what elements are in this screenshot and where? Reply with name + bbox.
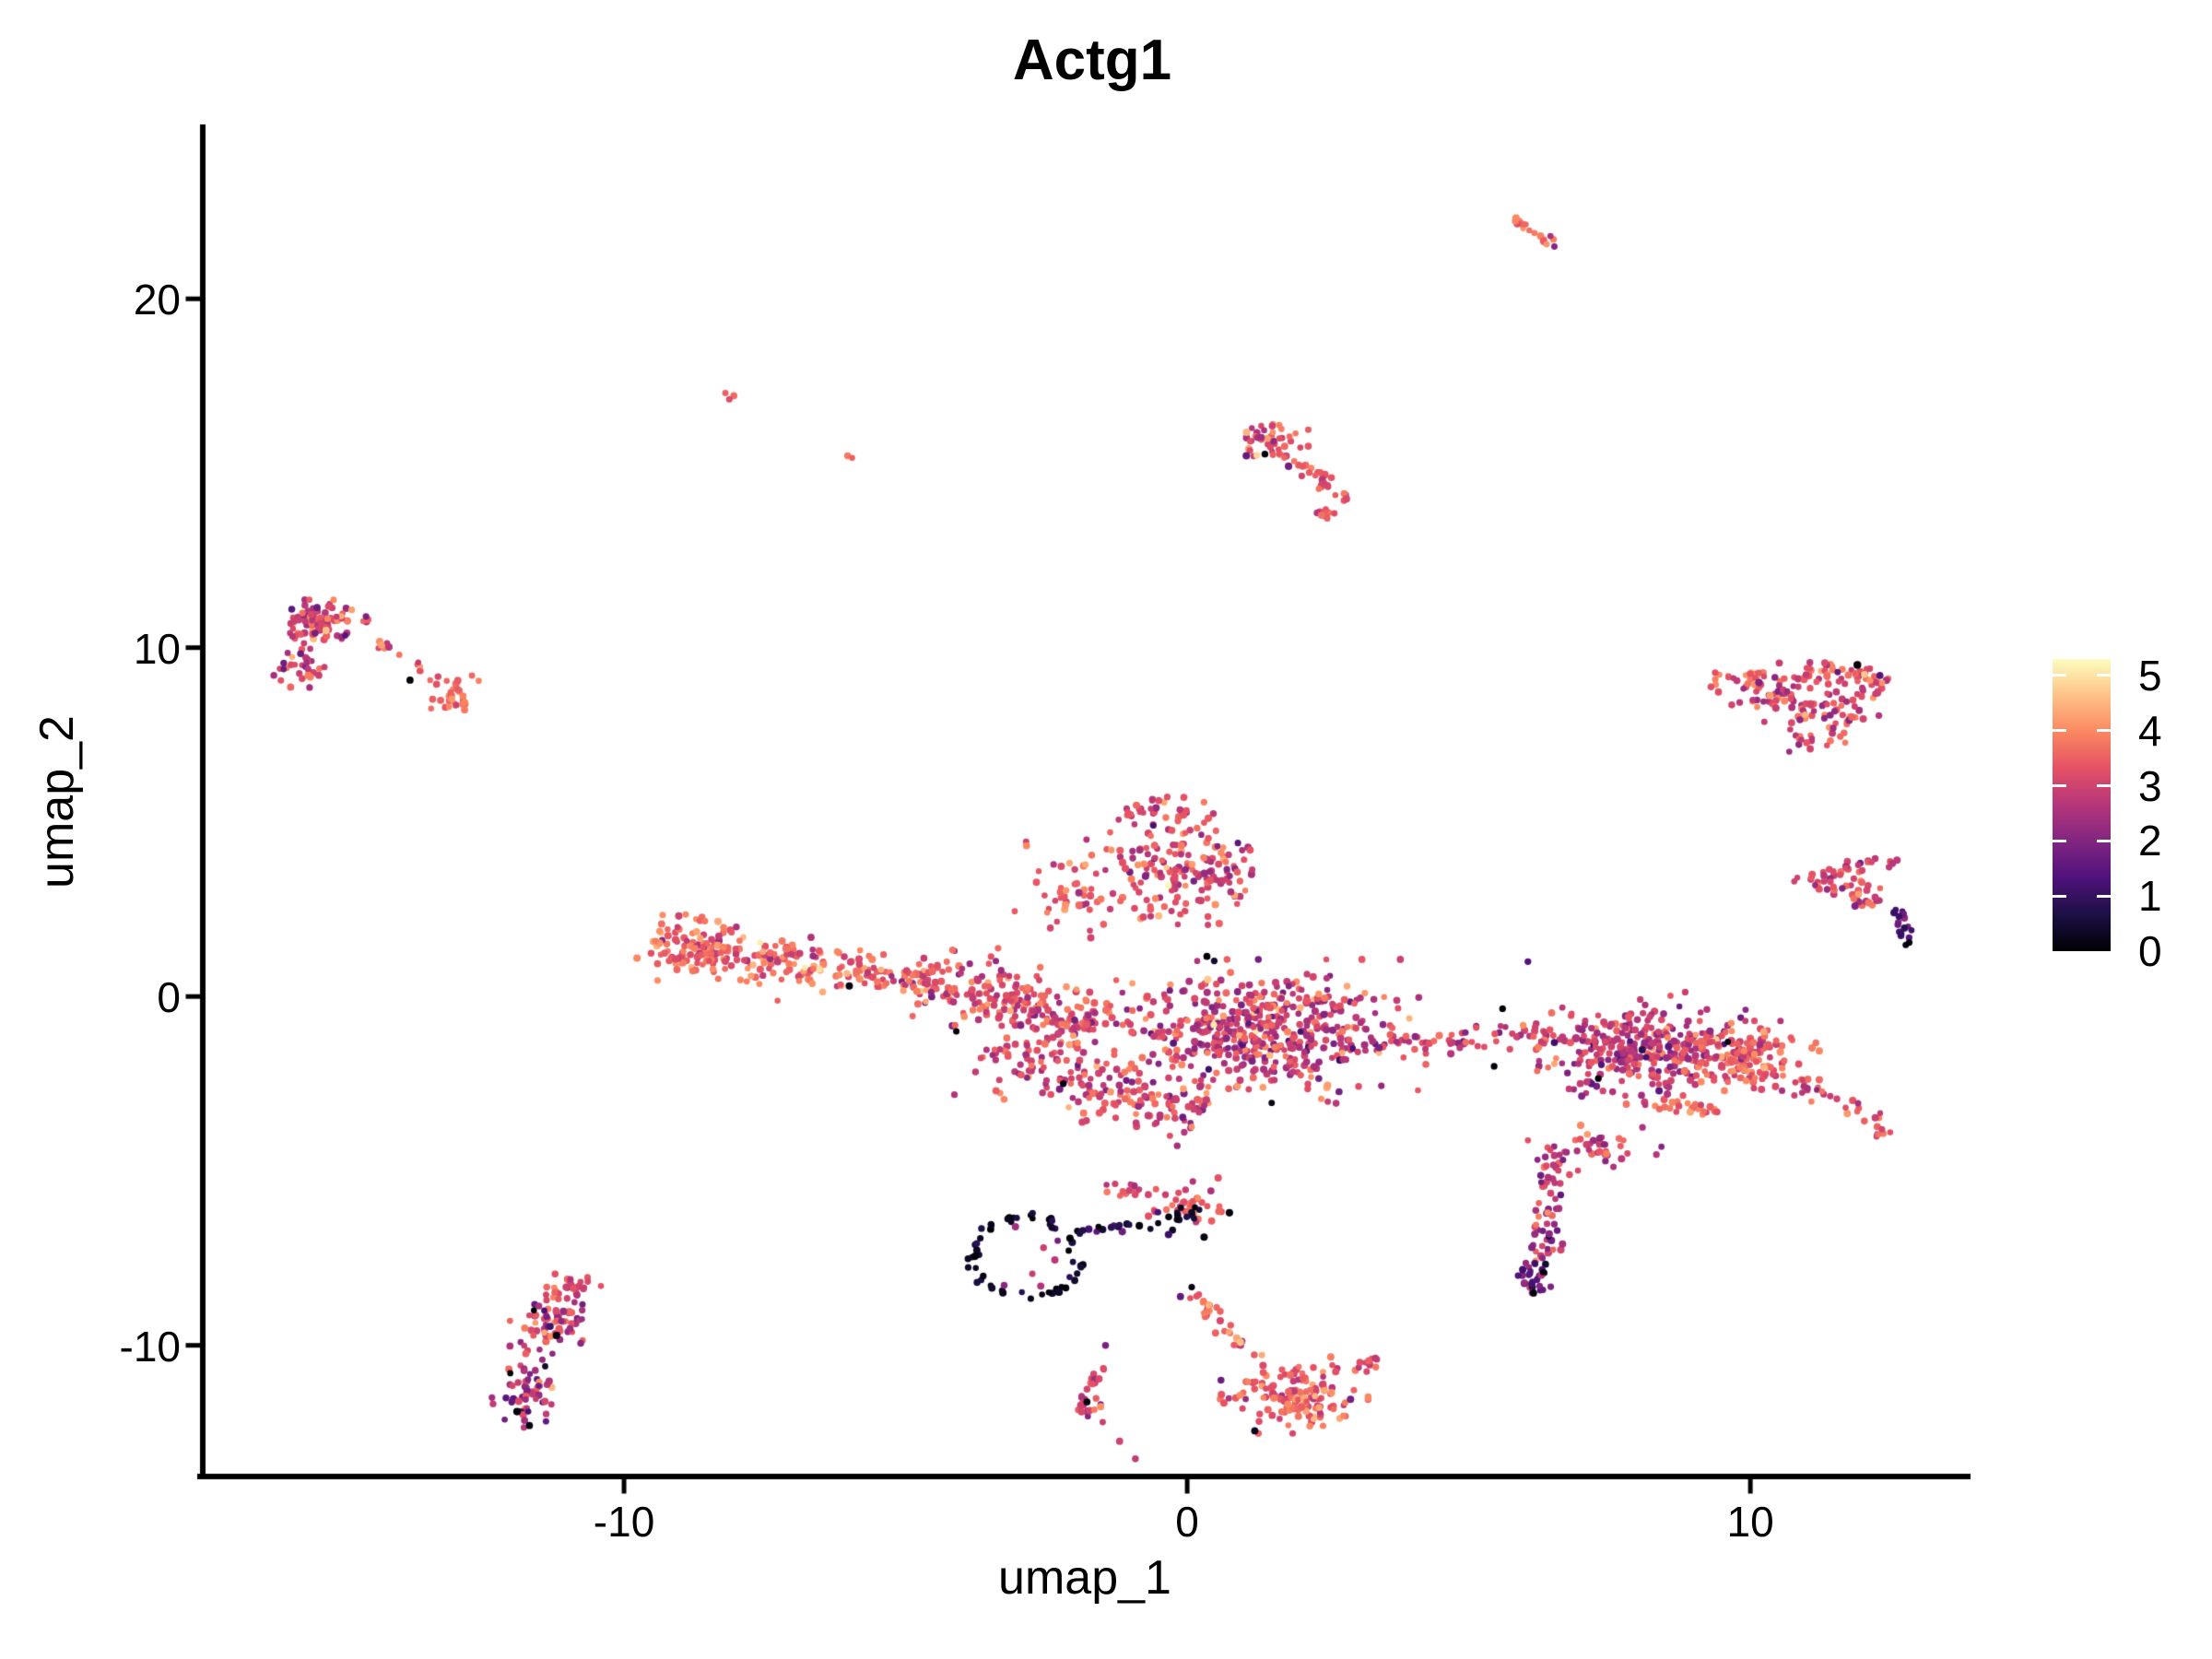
colorbar-tick [2097, 894, 2111, 898]
colorbar-tick-label: 5 [2138, 651, 2162, 700]
y-tick-label: -10 [119, 1322, 181, 1371]
colorbar-tick [2053, 674, 2066, 677]
plot-title: Actg1 [1012, 29, 1172, 92]
colorbar-tick [2097, 839, 2111, 842]
colorbar-tick-label: 2 [2138, 817, 2162, 865]
colorbar-tick-label: 0 [2138, 927, 2162, 975]
colorbar-tick [2053, 784, 2066, 788]
colorbar-tick [2053, 729, 2066, 733]
y-tick-label: 20 [133, 276, 181, 324]
y-axis-title: umap_2 [30, 715, 84, 888]
y-tick-label: 0 [157, 973, 181, 1022]
colorbar-tick-label: 3 [2138, 761, 2162, 810]
x-tick-label: 0 [1175, 1498, 1199, 1546]
x-axis-title: umap_1 [998, 1551, 1171, 1605]
colorbar-tick [2097, 729, 2111, 733]
y-tick-label: 10 [133, 624, 181, 673]
x-tick-label: -10 [593, 1498, 655, 1546]
colorbar-tick [2097, 674, 2111, 677]
x-tick-label: 10 [1726, 1498, 1774, 1546]
colorbar-tick-label: 4 [2138, 706, 2162, 755]
colorbar-tick [2097, 784, 2111, 788]
colorbar-tick [2053, 894, 2066, 898]
colorbar-tick [2053, 839, 2066, 842]
colorbar [2053, 659, 2111, 951]
colorbar-tick-label: 1 [2138, 872, 2162, 921]
